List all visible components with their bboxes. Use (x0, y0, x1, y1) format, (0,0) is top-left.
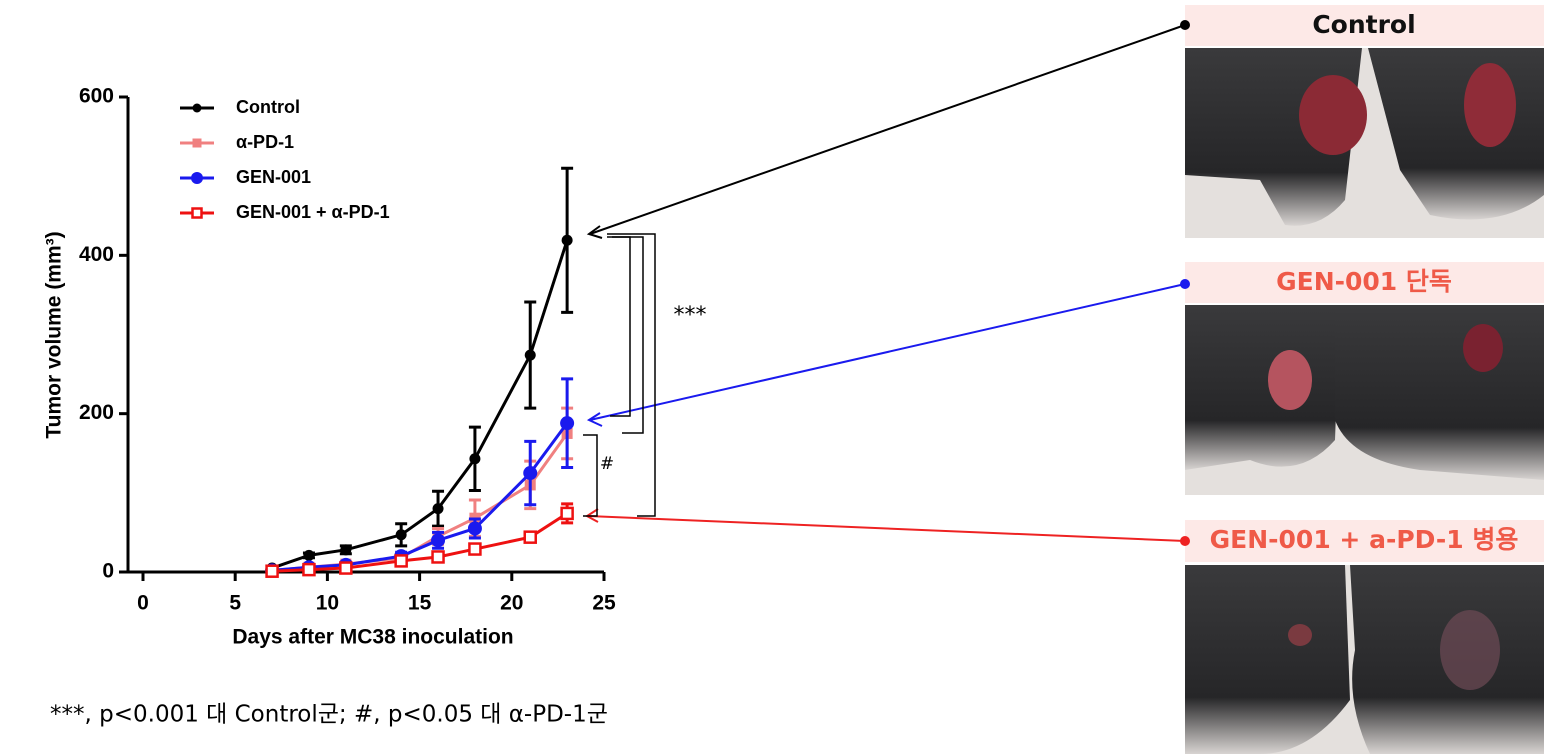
legend-marker (192, 103, 202, 113)
point (523, 466, 538, 481)
point (340, 544, 352, 556)
label-box (1185, 520, 1544, 562)
point (523, 530, 537, 544)
point (302, 562, 316, 577)
significance-brackets (583, 233, 656, 517)
point (394, 554, 408, 568)
series-line (271, 239, 569, 570)
point (524, 349, 536, 361)
legend-label: α-PD-1 (236, 132, 294, 152)
point (467, 521, 482, 536)
point (395, 529, 407, 541)
legend-marker (192, 138, 202, 148)
footnote: ***, p<0.001 대 Control군; #, p<0.05 대 α-P… (50, 702, 608, 728)
point (560, 506, 574, 521)
point (339, 561, 353, 575)
legend-marker (191, 172, 203, 184)
photo-label: GEN-001 + a-PD-1 병용 (1210, 525, 1519, 554)
y-tick-label: 600 (79, 85, 114, 108)
point (561, 234, 573, 246)
x-axis-label: Days after MC38 inoculation (232, 626, 513, 649)
point (468, 542, 482, 556)
annotation: # (600, 454, 614, 474)
point (432, 503, 444, 515)
y-tick-label: 400 (79, 243, 114, 266)
label-box (1185, 262, 1544, 303)
photo (1185, 48, 1544, 238)
x-tick-label: 5 (229, 592, 241, 615)
point (431, 550, 445, 564)
point (265, 564, 279, 578)
y-tick-label: 0 (102, 560, 114, 583)
legend-label: GEN-001 + α-PD-1 (236, 202, 390, 222)
x-tick-label: 0 (137, 592, 149, 615)
x-tick-label: 10 (316, 592, 339, 615)
x-tick-label: 20 (500, 592, 523, 615)
point (469, 453, 481, 465)
connectors (585, 20, 1190, 546)
y-axis-label: Tumor volume (mm³) (43, 231, 66, 438)
point (560, 416, 575, 431)
x-tick-label: 25 (592, 592, 616, 615)
y-tick-label: 200 (79, 401, 114, 424)
plot: 0 200 400 600 0 5 10 15 20 25 Control α-PD-1 GEN-001… (79, 85, 616, 615)
photo-label: Control (1312, 10, 1415, 39)
photo-panels (1185, 5, 1544, 754)
point (303, 549, 315, 561)
label-box (1185, 5, 1544, 46)
legend-label: GEN-001 (236, 167, 311, 187)
photo (1185, 565, 1544, 754)
annotation: *** (674, 303, 707, 328)
photo (1185, 305, 1544, 495)
legend-label: Control (236, 97, 300, 117)
photo-label: GEN-001 단독 (1276, 267, 1452, 296)
point (431, 533, 446, 548)
series-line (271, 422, 569, 572)
x-tick-label: 15 (408, 592, 432, 615)
legend-marker (191, 207, 203, 219)
